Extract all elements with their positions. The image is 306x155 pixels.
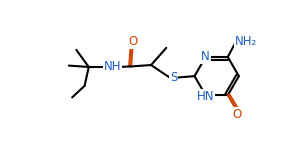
Text: HN: HN xyxy=(197,90,215,103)
Text: O: O xyxy=(233,108,242,121)
Text: N: N xyxy=(201,50,210,63)
Text: S: S xyxy=(170,71,177,84)
Text: O: O xyxy=(128,35,137,48)
Text: NH₂: NH₂ xyxy=(235,35,257,48)
Text: NH: NH xyxy=(103,60,121,73)
